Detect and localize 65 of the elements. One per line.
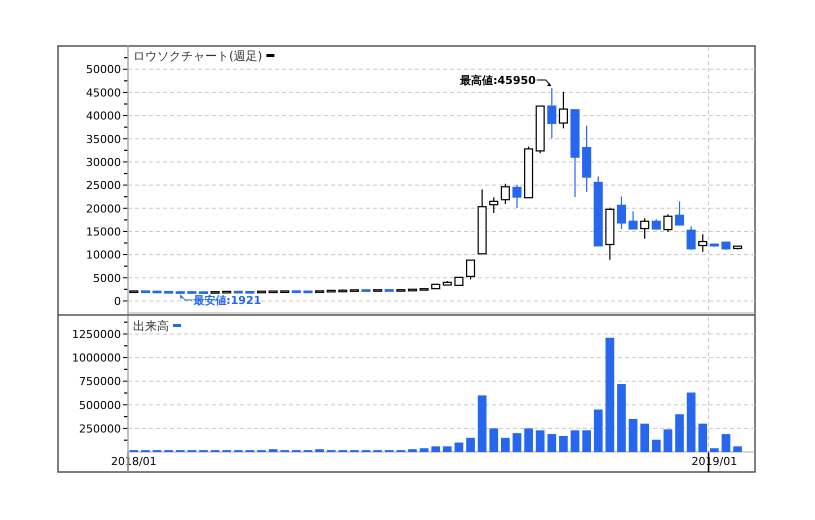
candlestick xyxy=(547,87,556,139)
bar xyxy=(501,438,510,452)
bar xyxy=(617,384,626,452)
bar xyxy=(431,446,440,452)
bar xyxy=(420,448,428,452)
bar xyxy=(489,428,498,452)
candlestick xyxy=(674,200,684,226)
y-tick-label: 45000 xyxy=(86,86,121,100)
y-tick-label: 25000 xyxy=(86,179,121,192)
bar xyxy=(268,449,278,452)
candlestick xyxy=(500,183,510,205)
y-tick-label: 5000 xyxy=(93,272,121,285)
candlestick xyxy=(686,226,696,250)
candlestick xyxy=(640,218,650,240)
y-tick-label: 1250000 xyxy=(72,328,121,341)
annotation: 最高値:45950 xyxy=(459,74,536,88)
candlestick xyxy=(466,260,476,280)
y-tick-label: 30000 xyxy=(86,156,121,169)
bar xyxy=(594,410,603,452)
bar xyxy=(512,433,522,452)
y-tick-label: 50000 xyxy=(86,63,121,76)
bar xyxy=(652,440,661,452)
y-tick-label: 35000 xyxy=(86,132,121,146)
candlestick xyxy=(698,234,708,252)
y-tick-label: 250000 xyxy=(79,422,121,436)
bar xyxy=(536,430,545,452)
y-tick-label: 10000 xyxy=(86,248,121,262)
bar xyxy=(686,392,696,452)
bar xyxy=(606,338,614,452)
bar xyxy=(733,446,742,452)
y-tick-label: 500000 xyxy=(79,398,121,412)
bar xyxy=(722,434,730,452)
y-tick-label: 750000 xyxy=(79,375,121,388)
bar xyxy=(315,449,324,452)
bar xyxy=(675,414,684,452)
bar xyxy=(466,438,475,452)
annotation: 最安値:1921 xyxy=(192,294,262,308)
legend-label: ロウソクチャート(週足) xyxy=(133,49,262,63)
candlestick xyxy=(489,196,498,214)
y-tick-label: 15000 xyxy=(86,225,121,238)
bar xyxy=(628,418,638,452)
bar xyxy=(442,446,452,452)
bar xyxy=(547,434,556,452)
bar xyxy=(582,430,591,452)
bar xyxy=(570,430,580,452)
bar xyxy=(664,429,672,452)
bar xyxy=(710,448,719,452)
bar xyxy=(454,442,464,452)
y-tick-label: 40000 xyxy=(86,110,121,123)
candlestick xyxy=(512,184,522,209)
y-tick-label: 20000 xyxy=(86,202,121,216)
candlestick xyxy=(628,210,638,230)
legend-label: 出来高 xyxy=(133,319,169,333)
y-tick-label: 0 xyxy=(114,294,121,308)
candlestick xyxy=(652,218,661,231)
y-tick-label: 1000000 xyxy=(72,352,121,365)
candlestick xyxy=(616,196,626,230)
candlestick xyxy=(663,214,672,232)
bar xyxy=(478,395,486,452)
bar xyxy=(524,428,533,452)
bar xyxy=(640,424,650,452)
candlestick xyxy=(558,91,568,129)
bar xyxy=(559,436,568,452)
bar xyxy=(408,449,417,452)
bar xyxy=(698,424,708,452)
